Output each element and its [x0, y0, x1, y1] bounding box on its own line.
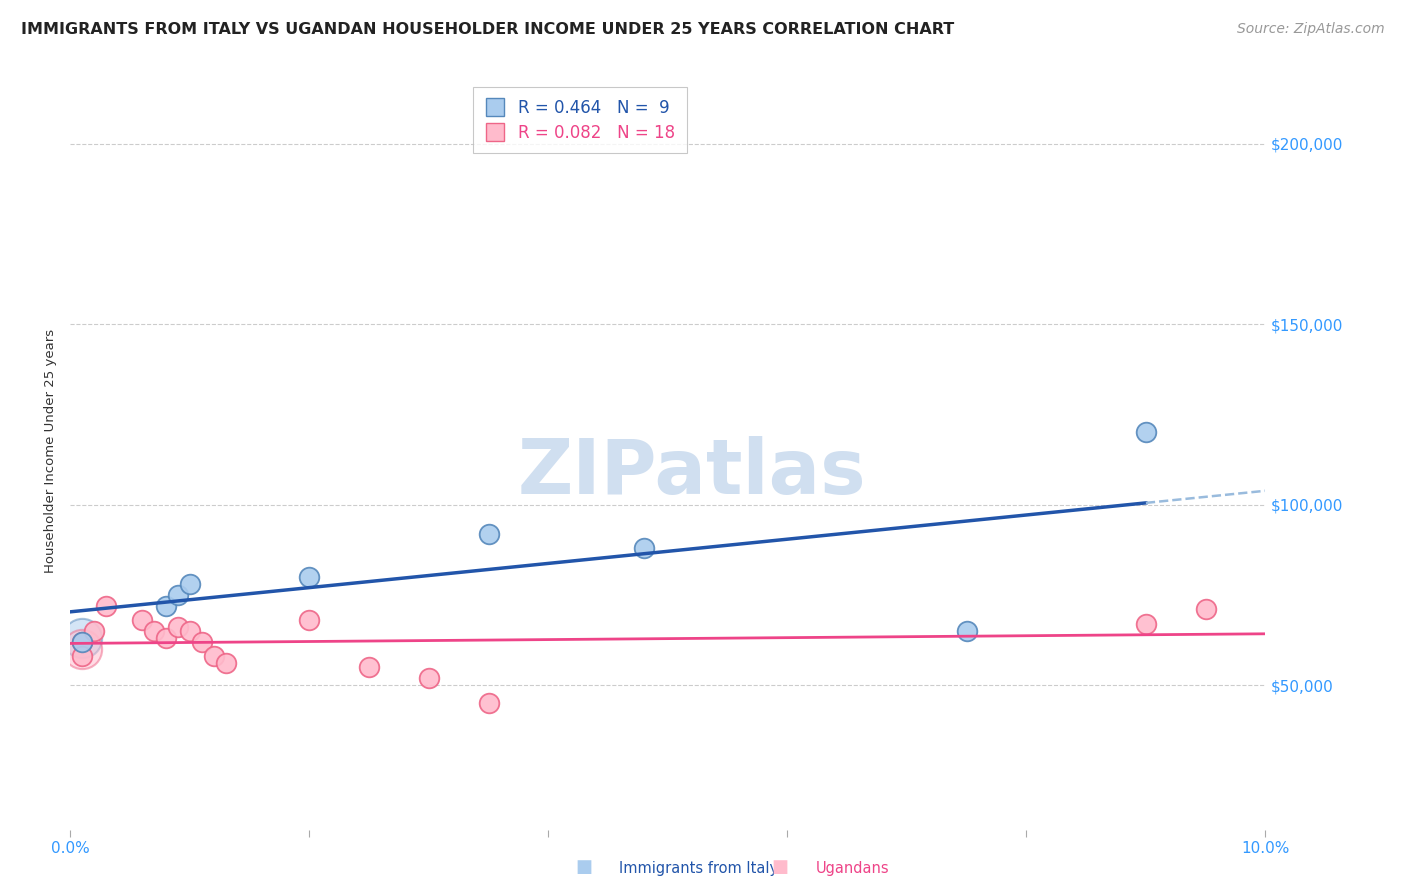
Y-axis label: Householder Income Under 25 years: Householder Income Under 25 years — [44, 328, 58, 573]
Point — [1195, 602, 1218, 616]
Point — [70, 642, 93, 657]
Text: IMMIGRANTS FROM ITALY VS UGANDAN HOUSEHOLDER INCOME UNDER 25 YEARS CORRELATION C: IMMIGRANTS FROM ITALY VS UGANDAN HOUSEHO… — [21, 22, 955, 37]
Point — [478, 526, 501, 541]
Point — [70, 635, 93, 649]
Point — [70, 649, 93, 664]
Point — [956, 624, 979, 638]
Text: Source: ZipAtlas.com: Source: ZipAtlas.com — [1237, 22, 1385, 37]
Text: Immigrants from Italy: Immigrants from Italy — [619, 861, 778, 876]
Point — [143, 624, 166, 638]
Point — [191, 635, 214, 649]
Point — [1135, 425, 1157, 440]
Point — [70, 631, 93, 645]
Point — [418, 671, 440, 685]
Point — [166, 620, 188, 634]
Point — [478, 696, 501, 710]
Text: Ugandans: Ugandans — [815, 861, 889, 876]
Point — [83, 624, 105, 638]
Point — [202, 649, 225, 664]
Point — [359, 660, 381, 674]
Point — [179, 577, 201, 591]
Point — [155, 631, 177, 645]
Point — [214, 657, 236, 671]
Point — [298, 570, 321, 584]
Text: ■: ■ — [772, 858, 789, 876]
Text: ZIPatlas: ZIPatlas — [517, 436, 866, 510]
Point — [298, 613, 321, 627]
Text: ■: ■ — [575, 858, 592, 876]
Point — [633, 541, 655, 555]
Legend: R = 0.464   N =  9, R = 0.082   N = 18: R = 0.464 N = 9, R = 0.082 N = 18 — [472, 87, 686, 153]
Point — [166, 588, 188, 602]
Point — [131, 613, 153, 627]
Point — [96, 599, 118, 613]
Point — [155, 599, 177, 613]
Point — [1135, 616, 1157, 631]
Point — [179, 624, 201, 638]
Point — [70, 635, 93, 649]
